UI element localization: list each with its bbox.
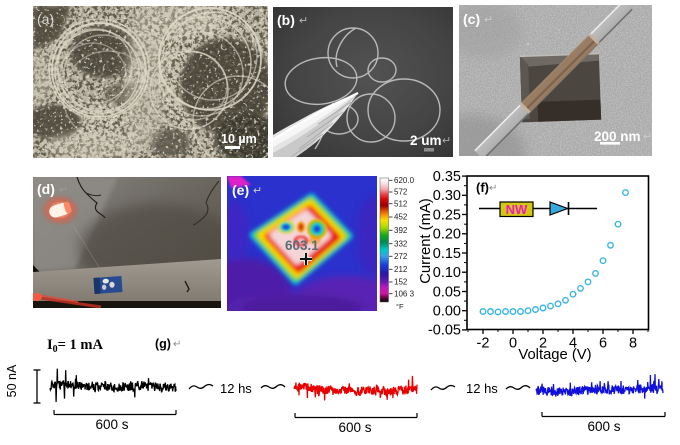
svg-text:↵: ↵ bbox=[643, 131, 652, 143]
svg-text:0.10: 0.10 bbox=[433, 265, 461, 281]
svg-text:2: 2 bbox=[539, 336, 547, 352]
svg-text:2 um: 2 um bbox=[410, 133, 442, 148]
svg-text:0.25: 0.25 bbox=[433, 207, 461, 223]
svg-text:106 3: 106 3 bbox=[394, 289, 415, 298]
svg-text:-2: -2 bbox=[477, 336, 490, 352]
svg-text:0.15: 0.15 bbox=[433, 246, 461, 262]
svg-text:620.0: 620.0 bbox=[394, 176, 415, 185]
svg-text:392: 392 bbox=[394, 226, 408, 235]
svg-text:-0.05: -0.05 bbox=[428, 323, 461, 339]
svg-text:50 nA: 50 nA bbox=[5, 364, 19, 397]
svg-text:(f): (f) bbox=[476, 180, 489, 195]
svg-text:200 nm: 200 nm bbox=[594, 129, 641, 144]
svg-text:603.1: 603.1 bbox=[285, 238, 319, 253]
svg-text:0: 0 bbox=[509, 336, 517, 352]
svg-text:4: 4 bbox=[569, 336, 577, 352]
svg-text:NW: NW bbox=[506, 202, 528, 217]
svg-text:8: 8 bbox=[629, 336, 637, 352]
svg-text:0.00: 0.00 bbox=[433, 304, 461, 320]
svg-text:0.20: 0.20 bbox=[433, 227, 461, 243]
svg-text:0.30: 0.30 bbox=[433, 188, 461, 204]
svg-text:↵: ↵ bbox=[442, 135, 451, 147]
svg-text:(e): (e) bbox=[232, 182, 249, 198]
svg-text:512: 512 bbox=[394, 199, 408, 208]
svg-text:572: 572 bbox=[394, 188, 408, 197]
svg-text:332: 332 bbox=[394, 239, 408, 248]
svg-text:6: 6 bbox=[599, 336, 607, 352]
svg-text:↵: ↵ bbox=[299, 15, 308, 27]
svg-text:452: 452 bbox=[394, 213, 408, 222]
svg-text:600 s: 600 s bbox=[338, 420, 371, 435]
svg-text:12 hs: 12 hs bbox=[466, 381, 498, 396]
svg-text:(d): (d) bbox=[37, 181, 55, 197]
svg-text:↵: ↵ bbox=[173, 339, 181, 350]
svg-text:↵: ↵ bbox=[253, 185, 262, 197]
svg-text:10 µm: 10 µm bbox=[221, 132, 257, 146]
svg-text:(a): (a) bbox=[37, 11, 54, 27]
svg-text:0.05: 0.05 bbox=[433, 284, 461, 300]
svg-text:Voltage (V): Voltage (V) bbox=[518, 347, 591, 363]
svg-text:↵: ↵ bbox=[59, 184, 68, 196]
svg-text:0.35: 0.35 bbox=[433, 169, 461, 185]
svg-text:600 s: 600 s bbox=[95, 417, 128, 432]
svg-text:(b): (b) bbox=[277, 12, 295, 28]
svg-text:(c): (c) bbox=[463, 11, 480, 27]
svg-text:600 s: 600 s bbox=[587, 419, 620, 434]
svg-text:↵: ↵ bbox=[489, 183, 497, 194]
svg-text:I0= 1 mA: I0= 1 mA bbox=[47, 337, 103, 355]
svg-text:272: 272 bbox=[394, 252, 408, 261]
svg-text:°F: °F bbox=[396, 302, 404, 311]
svg-text:212: 212 bbox=[394, 265, 408, 274]
svg-text:(g): (g) bbox=[155, 337, 171, 351]
svg-text:↵: ↵ bbox=[484, 14, 493, 26]
svg-text:12 hs: 12 hs bbox=[220, 381, 252, 396]
svg-text:152: 152 bbox=[394, 278, 408, 287]
svg-text:Current (mA): Current (mA) bbox=[418, 198, 434, 284]
